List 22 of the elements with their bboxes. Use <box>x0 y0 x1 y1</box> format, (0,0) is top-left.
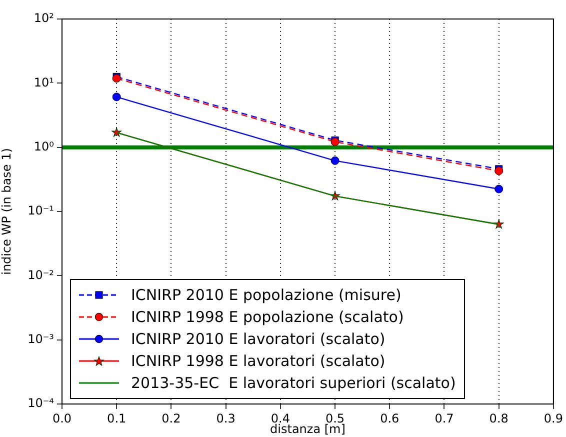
x-tick-label: 0.2 <box>162 411 181 426</box>
y-tick-label: 10⁻⁴ <box>28 396 54 410</box>
x-tick-label: 0.9 <box>544 411 564 426</box>
x-tick-label: 0.0 <box>52 411 72 426</box>
x-tick-label: 0.1 <box>107 411 126 426</box>
legend-label: ICNIRP 1998 E popolazione (scalato) <box>131 308 404 326</box>
y-tick-label: 10⁻² <box>28 268 54 282</box>
y-tick-label: 10² <box>34 11 54 26</box>
x-tick-label: 0.3 <box>216 411 236 426</box>
y-tick-label: 10⁻³ <box>28 332 54 346</box>
x-axis-title: distanza [m] <box>270 422 346 436</box>
y-tick-label: 10⁰ <box>34 139 54 154</box>
y-tick-label: 10¹ <box>34 75 54 90</box>
x-tick-label: 0.6 <box>380 411 400 426</box>
legend-label: 2013-35-EC E lavoratori superiori (scalato) <box>131 374 456 392</box>
legend-label: ICNIRP 2010 E lavoratori (scalato) <box>131 330 386 348</box>
y-tick-label: 10⁻¹ <box>28 204 54 218</box>
x-tick-label: 0.8 <box>489 411 508 426</box>
y-axis-title: indice WP (in base 1) <box>0 148 14 275</box>
legend-label: ICNIRP 2010 E popolazione (misure) <box>131 286 402 304</box>
x-tick-label: 0.7 <box>434 411 454 426</box>
legend-label: ICNIRP 1998 E lavoratori (scalato) <box>131 352 386 370</box>
